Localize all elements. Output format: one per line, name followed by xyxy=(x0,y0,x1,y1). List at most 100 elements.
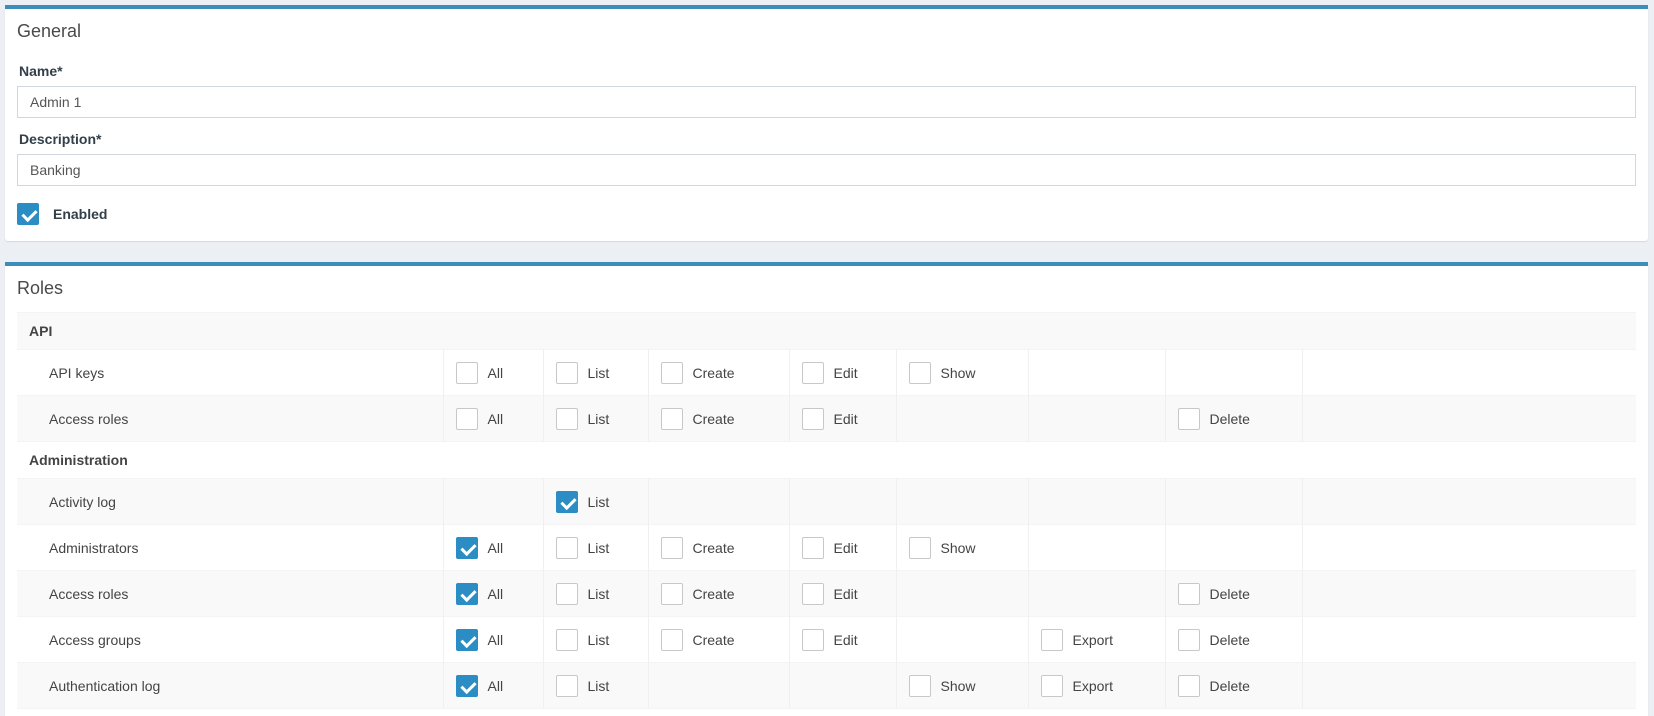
enabled-label: Enabled xyxy=(53,206,108,222)
checkbox-label: Show xyxy=(940,677,976,694)
row-label: Authentication log xyxy=(49,677,161,694)
spacer-cell xyxy=(1301,395,1636,442)
permission-cell: Show xyxy=(895,662,1028,709)
all-checkbox[interactable] xyxy=(455,361,478,384)
checkbox-label: All xyxy=(487,539,504,556)
general-section-header: General xyxy=(5,9,1648,50)
permission-cell xyxy=(1027,524,1165,571)
checkbox-label: List xyxy=(587,631,610,648)
checkbox-label: Create xyxy=(692,539,735,556)
create-checkbox[interactable] xyxy=(660,407,683,430)
all-checkbox[interactable] xyxy=(455,582,478,605)
checkbox-label: Edit xyxy=(833,539,858,556)
permission-row: Access groups All List Create Edit Export Dele… xyxy=(17,616,1636,663)
permission-cell xyxy=(647,478,789,525)
delete-checkbox[interactable] xyxy=(1177,582,1200,605)
general-section-title: General xyxy=(17,21,82,41)
description-input[interactable] xyxy=(17,154,1636,186)
permission-cell: Delete xyxy=(1164,395,1302,442)
edit-checkbox[interactable] xyxy=(801,582,824,605)
checkbox-label: Create xyxy=(692,631,735,648)
permission-row: Activity log List xyxy=(17,478,1636,525)
checkbox-label: All xyxy=(487,677,504,694)
all-checkbox[interactable] xyxy=(455,628,478,651)
permission-cell: Delete xyxy=(1164,616,1302,663)
export-checkbox[interactable] xyxy=(1040,628,1063,651)
permission-row: Access roles All List Create Edit Delete xyxy=(17,570,1636,617)
create-checkbox[interactable] xyxy=(660,628,683,651)
delete-checkbox[interactable] xyxy=(1177,674,1200,697)
edit-checkbox[interactable] xyxy=(801,628,824,651)
list-checkbox[interactable] xyxy=(555,674,578,697)
all-checkbox[interactable] xyxy=(455,674,478,697)
enabled-checkbox[interactable] xyxy=(17,203,39,225)
spacer-cell xyxy=(1301,349,1636,396)
permission-cell: All xyxy=(442,524,543,571)
checkbox-label: Delete xyxy=(1209,410,1250,427)
list-checkbox[interactable] xyxy=(555,407,578,430)
checkbox-label: Delete xyxy=(1209,585,1250,602)
create-checkbox[interactable] xyxy=(660,361,683,384)
permission-cell xyxy=(1027,570,1165,617)
spacer-cell xyxy=(1301,478,1636,525)
roles-section: Roles API API keys All List Create Edit Show Ac… xyxy=(5,262,1648,716)
show-checkbox[interactable] xyxy=(908,674,931,697)
permission-cell: List xyxy=(542,570,648,617)
list-checkbox[interactable] xyxy=(555,361,578,384)
delete-checkbox[interactable] xyxy=(1177,407,1200,430)
permissions-table: API API keys All List Create Edit Show Access r… xyxy=(17,312,1636,709)
group-label: API xyxy=(29,323,53,339)
show-checkbox[interactable] xyxy=(908,361,931,384)
row-label: Activity log xyxy=(49,493,116,510)
spacer-cell xyxy=(1301,570,1636,617)
row-label: Access roles xyxy=(49,410,129,427)
checkbox-label: All xyxy=(487,410,504,427)
permission-cell: Create xyxy=(647,395,789,442)
permission-cell: Show xyxy=(895,349,1028,396)
checkbox-label: Create xyxy=(692,410,735,427)
permission-cell xyxy=(1027,395,1165,442)
all-checkbox[interactable] xyxy=(455,536,478,559)
spacer-cell xyxy=(1301,524,1636,571)
checkbox-label: Create xyxy=(692,585,735,602)
permission-cell: List xyxy=(542,616,648,663)
roles-section-title: Roles xyxy=(17,278,64,298)
list-checkbox[interactable] xyxy=(555,628,578,651)
list-checkbox[interactable] xyxy=(555,536,578,559)
roles-section-header: Roles xyxy=(5,266,1648,307)
permission-row: Authentication log All List Show Export Delet… xyxy=(17,662,1636,709)
permission-cell xyxy=(895,616,1028,663)
export-checkbox[interactable] xyxy=(1040,674,1063,697)
permission-cell: Edit xyxy=(788,349,896,396)
edit-checkbox[interactable] xyxy=(801,536,824,559)
group-header-row: API xyxy=(17,312,1636,350)
permission-cell xyxy=(895,395,1028,442)
checkbox-label: Delete xyxy=(1209,631,1250,648)
roles-section-body: API API keys All List Create Edit Show Access r… xyxy=(5,312,1648,716)
create-checkbox[interactable] xyxy=(660,582,683,605)
permission-row: Administrators All List Create Edit Show xyxy=(17,524,1636,571)
permission-cell xyxy=(788,662,896,709)
checkbox-label: List xyxy=(587,585,610,602)
name-input[interactable] xyxy=(17,86,1636,118)
show-checkbox[interactable] xyxy=(908,536,931,559)
general-section-body: Name* Description* Enabled xyxy=(5,63,1648,241)
delete-checkbox[interactable] xyxy=(1177,628,1200,651)
permission-cell xyxy=(1164,524,1302,571)
permission-cell xyxy=(647,662,789,709)
permission-cell xyxy=(1027,349,1165,396)
enabled-checkbox-row: Enabled xyxy=(17,202,1636,226)
permission-row: Access roles All List Create Edit Delete xyxy=(17,395,1636,442)
list-checkbox[interactable] xyxy=(555,490,578,513)
create-checkbox[interactable] xyxy=(660,536,683,559)
edit-checkbox[interactable] xyxy=(801,407,824,430)
permission-cell: Export xyxy=(1027,616,1165,663)
checkbox-label: List xyxy=(587,493,610,510)
permission-cell: List xyxy=(542,395,648,442)
edit-checkbox[interactable] xyxy=(801,361,824,384)
checkbox-label: Edit xyxy=(833,410,858,427)
list-checkbox[interactable] xyxy=(555,582,578,605)
permission-cell xyxy=(442,478,543,525)
all-checkbox[interactable] xyxy=(455,407,478,430)
